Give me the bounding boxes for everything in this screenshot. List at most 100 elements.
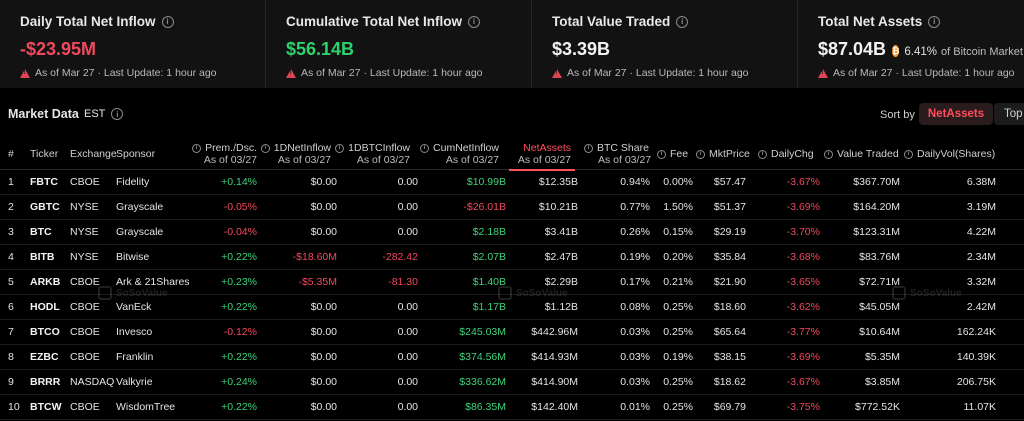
market-data-title: Market Data [8,107,79,121]
card-meta: As of Mar 27 · Last Update: 1 hour ago [833,67,1015,79]
cell-assets: $142.40M [531,401,578,413]
cell-ticker[interactable]: EZBC [30,351,59,363]
cell-vol: 3.32M [966,276,996,288]
card-meta: As of Mar 27 · Last Update: 1 hour ago [35,67,217,79]
cell-sponsor: Bitwise [116,251,150,263]
cell-vol: 3.19M [966,201,996,213]
cell-vol: 206.75K [956,376,996,388]
info-icon[interactable]: i [468,15,481,28]
sort-netassets-button[interactable]: NetAssets [919,103,993,125]
cell-prem: +0.22% [221,301,257,313]
cell-ticker[interactable]: BITB [30,251,55,263]
cell-dnet: $0.00 [310,351,337,363]
card-value: $87.04B [818,39,887,59]
cell-sponsor: Grayscale [116,201,164,213]
cell-sponsor: Grayscale [116,226,164,238]
info-icon[interactable]: i [260,143,270,153]
cell-sponsor: Ark & 21Shares [116,276,190,288]
market-data-toolbar: Market Data EST i Sort by NetAssets Top [0,98,1024,130]
cell-price: $18.62 [713,376,746,388]
cell-chg: -3.67% [786,176,820,188]
col-btc-share[interactable]: i BTC Share As of 03/27 [584,138,656,170]
table-row[interactable]: 9 BRRR NASDAQ Valkyrie +0.24% $0.00 0.00 $336.6… [0,370,1024,395]
cell-fee: 1.50% [663,201,693,213]
cell-vol: 140.39K [956,351,996,363]
cell-prem: +0.23% [221,276,257,288]
cell-ticker[interactable]: BTCO [30,326,60,338]
cell-cum: $245.03M [459,326,506,338]
table-row[interactable]: 6 HODL CBOE VanEck +0.22% $0.00 0.00 $1.17B $1.1… [0,295,1024,320]
info-icon[interactable]: i [420,143,430,153]
cell-dnet: $0.00 [310,226,337,238]
info-icon[interactable]: i [161,15,174,28]
cell-exchange: CBOE [70,176,100,188]
table-row[interactable]: 7 BTCO CBOE Invesco -0.12% $0.00 0.00 $245.03M $… [0,320,1024,345]
cell-price: $65.64 [713,326,746,338]
info-icon[interactable]: i [584,143,593,153]
col-premium[interactable]: i Prem./Dsc. As of 03/27 [180,138,257,170]
card-title: Daily Total Net Inflow [20,14,156,29]
etf-table: # Ticker Exchange Sponsor i Prem./Dsc. As… [0,138,1024,420]
info-icon[interactable]: i [696,149,705,159]
cell-ticker[interactable]: HODL [30,301,60,313]
info-icon[interactable]: i [758,149,767,159]
watermark-logo-icon [498,286,512,300]
bitcoin-icon: ₿ [892,45,900,57]
table-row[interactable]: 4 BITB NYSE Bitwise +0.22% -$18.60M -282.42 $2.… [0,245,1024,270]
info-icon[interactable]: i [111,108,124,120]
info-icon[interactable]: i [904,149,913,159]
cell-traded: $164.20M [853,201,900,213]
cell-chg: -3.67% [786,376,820,388]
table-row[interactable]: 8 EZBC CBOE Franklin +0.22% $0.00 0.00 $374.56M… [0,345,1024,370]
table-row[interactable]: 10 BTCW CBOE WisdomTree +0.22% $0.00 0.00 $86.3… [0,395,1024,420]
cell-traded: $123.31M [853,226,900,238]
cell-cum: $336.62M [459,376,506,388]
watermark: SoSoValue [892,286,962,300]
info-icon[interactable]: i [335,143,345,153]
cell-ticker[interactable]: BTCW [30,401,62,413]
col-1d-net-inflow[interactable]: i 1DNetInflow As of 03/27 [255,138,331,170]
cell-fee: 0.20% [663,251,693,263]
card-title: Total Net Assets [818,14,923,29]
card-meta: As of Mar 27 · Last Update: 1 hour ago [301,67,483,79]
info-icon[interactable]: i [824,149,833,159]
cell-ticker[interactable]: FBTC [30,176,58,188]
cell-exchange: CBOE [70,301,100,313]
table-row[interactable]: 5 ARKB CBOE Ark & 21Shares +0.23% -$5.35M -81.… [0,270,1024,295]
cell-cum: -$26.01B [463,201,506,213]
cell-ticker[interactable]: BTC [30,226,52,238]
cell-share: 0.19% [620,251,650,263]
cell-ticker[interactable]: BRRR [30,376,61,388]
col-1d-btc-inflow[interactable]: i 1DBTCInflow As of 03/27 [335,138,410,170]
cell-fee: 0.15% [663,226,693,238]
card-cumulative-net-inflow: Cumulative Total Net Inflow i $56.14B As … [266,0,532,88]
info-icon[interactable]: i [192,143,202,153]
cell-dbtc: 0.00 [397,401,418,413]
col-cum-net-inflow[interactable]: i CumNetInflow As of 03/27 [420,138,499,170]
cell-exchange: CBOE [70,326,100,338]
cell-dnet: $0.00 [310,301,337,313]
info-icon[interactable]: i [928,15,941,28]
cell-chg: -3.69% [786,351,820,363]
info-icon[interactable]: i [676,15,689,28]
cell-cum: $86.35M [465,401,506,413]
watermark-logo-icon [892,286,906,300]
cell-chg: -3.65% [786,276,820,288]
table-row[interactable]: 2 GBTC NYSE Grayscale -0.05% $0.00 0.00 -$26.01… [0,195,1024,220]
cell-n: 1 [8,176,14,188]
info-icon[interactable]: i [657,149,666,159]
cell-dnet: $0.00 [310,201,337,213]
cell-n: 10 [8,401,20,413]
table-row[interactable]: 3 BTC NYSE Grayscale -0.04% $0.00 0.00 $2.18B $3… [0,220,1024,245]
col-net-assets[interactable]: NetAssets As of 03/27 [509,138,575,171]
cell-ticker[interactable]: GBTC [30,201,60,213]
cell-vol: 162.24K [956,326,996,338]
cell-fee: 0.21% [663,276,693,288]
table-row[interactable]: 1 FBTC CBOE Fidelity +0.14% $0.00 0.00 $10.99B $… [0,170,1024,195]
cell-share: 0.17% [620,276,650,288]
sort-top-button[interactable]: Top [994,103,1024,125]
cell-price: $21.90 [713,276,746,288]
cell-ticker[interactable]: ARKB [30,276,61,288]
cell-sponsor: Franklin [116,351,154,363]
cell-fee: 0.00% [663,176,693,188]
